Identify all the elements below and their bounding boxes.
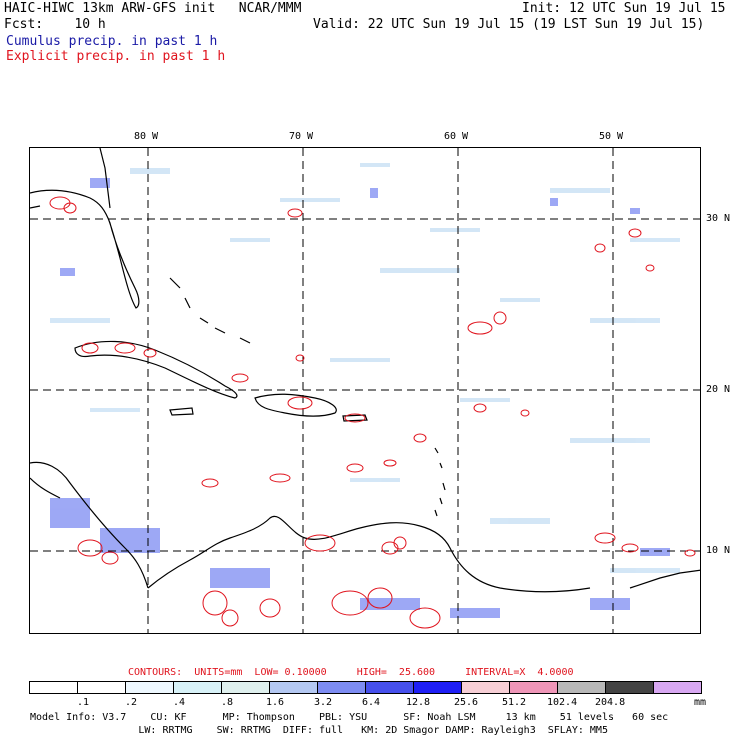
contours-info: CONTOURS: UNITS=mm LOW= 0.10000 HIGH= 25… — [128, 667, 574, 678]
colorbar-swatch — [558, 682, 606, 693]
colorbar-swatch — [414, 682, 462, 693]
colorbar-swatch — [462, 682, 510, 693]
colorbar-tick: 25.6 — [454, 697, 479, 708]
colorbar-tick: .4 — [173, 697, 186, 708]
lat-label-30n: 30 N — [706, 213, 731, 224]
forecast-hour: Fcst: 10 h — [4, 17, 106, 32]
cumulus-legend: Cumulus precip. in past 1 h — [6, 34, 218, 49]
lon-label-70w: 70 W — [289, 131, 314, 142]
colorbar-tick: 1.6 — [266, 697, 285, 708]
colorbar-tick: 12.8 — [406, 697, 431, 708]
colorbar-swatch — [78, 682, 126, 693]
colorbar-swatch — [270, 682, 318, 693]
colorbar-tick: .1 — [77, 697, 90, 708]
colorbar-tick: 102.4 — [547, 697, 578, 708]
colorbar-tick: 204.8 — [595, 697, 626, 708]
lat-label-20n: 20 N — [706, 384, 731, 395]
lon-label-50w: 50 W — [599, 131, 624, 142]
colorbar-swatch — [654, 682, 701, 693]
map-panel — [29, 147, 701, 634]
colorbar-swatch — [30, 682, 78, 693]
colorbar-swatch — [606, 682, 654, 693]
colorbar — [29, 681, 702, 694]
colorbar-swatch — [510, 682, 558, 693]
colorbar-unit: mm — [694, 697, 707, 708]
graticule — [30, 148, 700, 633]
model-info-line1: Model Info: V3.7 CU: KF MP: Thompson PBL… — [30, 712, 669, 723]
lat-label-10n: 10 N — [706, 545, 731, 556]
cumulus-precip-moderate — [50, 178, 670, 618]
colorbar-swatch — [366, 682, 414, 693]
explicit-legend: Explicit precip. in past 1 h — [6, 49, 226, 64]
explicit-precip-contours — [49, 196, 696, 629]
colorbar-swatch — [222, 682, 270, 693]
model-info-line2: LW: RRTMG SW: RRTMG DIFF: full KM: 2D Sm… — [30, 725, 608, 736]
valid-time: Valid: 22 UTC Sun 19 Jul 15 (19 LST Sun … — [313, 17, 705, 32]
coastlines — [30, 148, 700, 593]
colorbar-swatch — [174, 682, 222, 693]
lon-label-60w: 60 W — [444, 131, 469, 142]
colorbar-swatch — [318, 682, 366, 693]
colorbar-tick: .2 — [125, 697, 138, 708]
colorbar-tick: 6.4 — [362, 697, 381, 708]
cumulus-precip-field — [50, 163, 680, 573]
colorbar-tick: .8 — [221, 697, 234, 708]
colorbar-tick: 3.2 — [314, 697, 333, 708]
lon-label-80w: 80 W — [134, 131, 159, 142]
map-canvas — [30, 148, 700, 633]
colorbar-swatch — [126, 682, 174, 693]
init-time: Init: 12 UTC Sun 19 Jul 15 — [522, 1, 726, 16]
map-title: HAIC-HIWC 13km ARW-GFS init NCAR/MMM — [4, 1, 302, 16]
colorbar-tick: 51.2 — [502, 697, 527, 708]
